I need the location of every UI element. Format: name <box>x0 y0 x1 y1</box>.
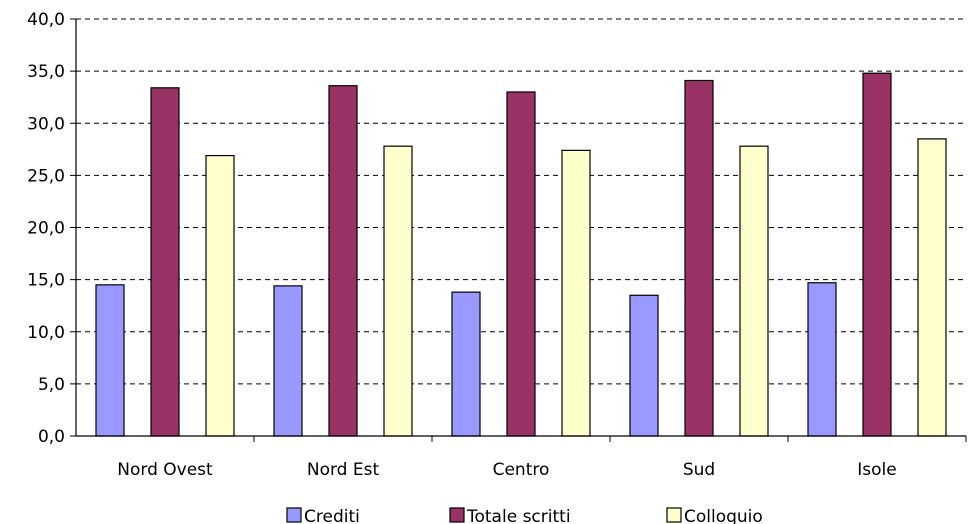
y-tick-label: 5,0 <box>38 375 65 395</box>
x-category-label: Isole <box>857 460 896 480</box>
y-tick-label: 35,0 <box>27 62 65 82</box>
legend-label: Colloquio <box>684 507 763 524</box>
y-axis-ticks: 0,0 5,0 10,0 15,0 20,0 25,0 30,0 35,0 40,0 <box>27 10 65 447</box>
y-tick-label: 15,0 <box>27 271 65 291</box>
legend-swatch <box>449 507 465 523</box>
bar <box>273 285 303 437</box>
x-category-label: Nord Ovest <box>117 460 213 480</box>
bar <box>629 294 659 437</box>
bar <box>205 154 235 437</box>
x-category-label: Nord Est <box>307 460 380 480</box>
legend-label: Totale scritti <box>466 507 571 524</box>
y-tick-label: 10,0 <box>27 323 65 343</box>
axes <box>70 18 967 442</box>
y-tick-label: 0,0 <box>38 427 65 447</box>
bar <box>739 145 769 437</box>
bar <box>95 284 125 437</box>
bar <box>451 291 481 437</box>
legend-swatch <box>286 507 302 523</box>
bar <box>684 79 714 437</box>
bars <box>95 72 947 437</box>
legend: Crediti Totale scritti Colloquio <box>286 507 763 524</box>
bar <box>383 145 413 437</box>
bar <box>150 87 180 437</box>
bar <box>807 282 837 437</box>
y-tick-label: 20,0 <box>27 219 65 239</box>
y-tick-label: 25,0 <box>27 166 65 186</box>
bar <box>328 85 358 437</box>
bar <box>862 72 892 437</box>
y-tick-label: 30,0 <box>27 114 65 134</box>
legend-label: Crediti <box>304 507 360 524</box>
x-category-label: Centro <box>493 460 550 480</box>
y-tick-label: 40,0 <box>27 10 65 30</box>
bar <box>506 91 536 437</box>
bar <box>561 149 591 437</box>
bar <box>917 138 947 437</box>
legend-swatch <box>666 507 682 523</box>
x-axis-labels: Nord Ovest Nord Est Centro Sud Isole <box>117 460 896 480</box>
x-category-label: Sud <box>683 460 715 480</box>
